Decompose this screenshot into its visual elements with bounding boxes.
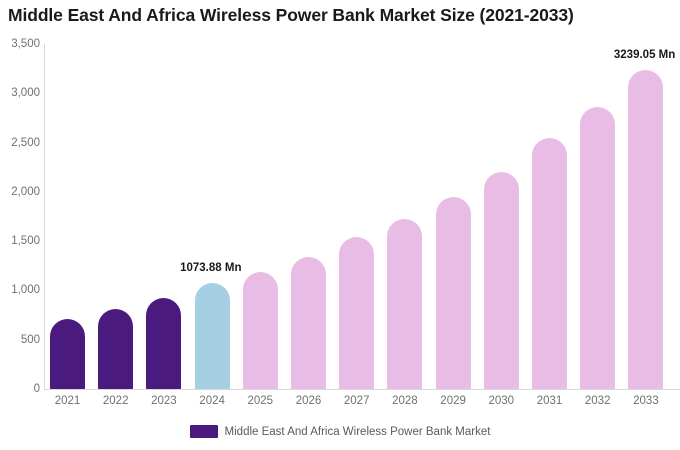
x-axis-tick-label: 2021 (54, 395, 81, 407)
bar[interactable] (242, 272, 278, 389)
bar[interactable] (50, 319, 85, 389)
plot-area (44, 44, 680, 389)
x-axis-tick-label: 2029 (440, 395, 466, 407)
bar[interactable] (387, 218, 423, 389)
legend-swatch (189, 425, 218, 438)
bar[interactable] (483, 172, 519, 389)
bar[interactable] (291, 256, 326, 389)
bar[interactable] (532, 138, 567, 389)
chart-title: Middle East And Africa Wireless Power Ba… (8, 5, 574, 25)
y-axis-tick-label: 2,000 (11, 185, 40, 198)
y-axis-tick-label: 1,000 (11, 284, 40, 297)
x-axis-tick-label: 2026 (295, 395, 322, 407)
x-axis-tick-label: 2032 (584, 395, 611, 407)
legend-label[interactable]: Middle East And Africa Wireless Power Ba… (224, 425, 491, 438)
x-axis-tick-label: 2024 (199, 395, 225, 407)
y-axis-line (44, 44, 45, 389)
y-axis-tick-label: 3,000 (11, 87, 40, 100)
bar[interactable] (194, 283, 230, 389)
x-axis-tick-label: 2028 (392, 395, 418, 407)
x-axis-tick-label: 2033 (633, 395, 659, 407)
chart-legend: Middle East And Africa Wireless Power Ba… (0, 425, 680, 438)
bar[interactable] (146, 297, 182, 389)
x-axis-tick-label: 2023 (151, 395, 177, 407)
data-label: 3239.05 Mn (613, 48, 676, 61)
y-axis-tick-label: 2,500 (11, 136, 40, 149)
bar[interactable] (580, 107, 616, 389)
bar[interactable] (98, 308, 134, 389)
bar[interactable] (339, 236, 375, 389)
data-label: 1073.88 Mn (180, 262, 242, 275)
x-axis-tick-label: 2025 (247, 395, 274, 407)
x-axis-tick-label: 2030 (488, 395, 515, 407)
y-axis-tick-label: 0 (33, 383, 40, 395)
x-axis-tick-label: 2031 (536, 395, 563, 407)
bar[interactable] (628, 69, 664, 389)
y-axis-tick-label: 500 (20, 333, 40, 346)
bar[interactable] (435, 196, 471, 389)
x-axis-tick-label: 2027 (343, 395, 370, 407)
x-axis-tick-label: 2022 (102, 395, 129, 407)
y-axis-tick-label: 3,500 (11, 38, 40, 50)
y-axis-tick-label: 1,500 (11, 235, 40, 248)
y-axis-tick-labels: 3,500 3,000 2,500 2,000 1,500 1,000 500 0 (0, 0, 40, 450)
x-axis-line (44, 389, 680, 390)
